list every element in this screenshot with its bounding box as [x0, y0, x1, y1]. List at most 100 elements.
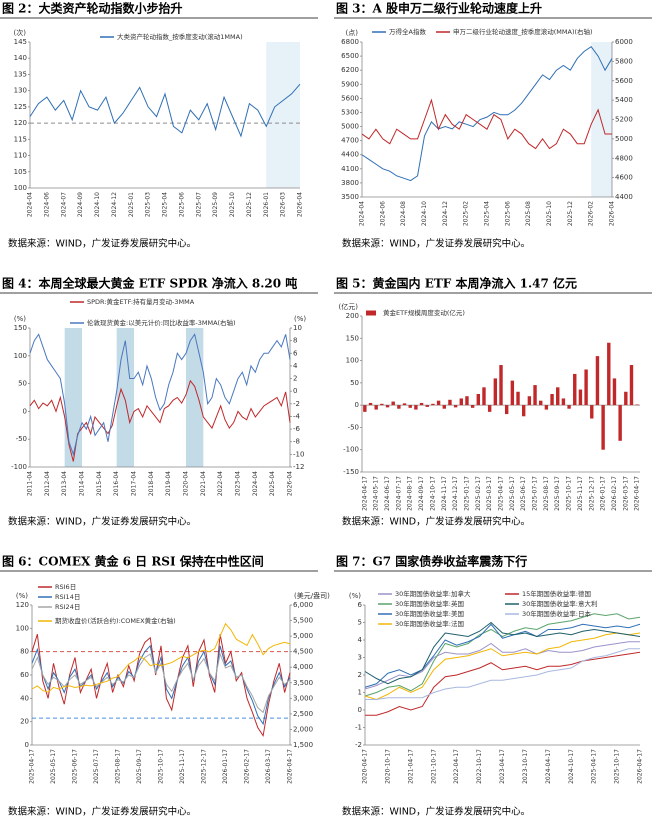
- x-tick-label: 2025-06: [178, 192, 185, 217]
- x-tick-label: 2025-04: [162, 192, 169, 217]
- tick-label: -100: [11, 463, 27, 471]
- bar: [516, 391, 520, 406]
- series-line: [365, 648, 640, 700]
- x-tick-label: 2022-04-17: [453, 749, 460, 784]
- bar: [539, 400, 543, 406]
- legend-label: 伦敦现货黄金:以美元计价:同比收益率-3MMA(右轴): [87, 318, 236, 327]
- y-axis-label: (点): [346, 29, 359, 37]
- tick-label: 6,000: [293, 601, 313, 609]
- tick-label: 2: [293, 375, 297, 383]
- x-tick-label: 2025-10-17: [614, 749, 621, 784]
- x-tick-label: 2021-10-17: [430, 749, 437, 784]
- y2-axis-label: (%): [294, 315, 306, 323]
- tick-label: 6000: [615, 38, 633, 46]
- x-tick-label: 2025-07: [195, 192, 202, 217]
- chart-title: 图 4：本周全球最大黄金 ETF SPDR 净流入 8.20 吨: [2, 276, 297, 291]
- tick-label: 0: [355, 401, 359, 409]
- series-line: [29, 83, 301, 138]
- tick-label: 1: [358, 689, 362, 697]
- legend-label: RSI6日: [55, 583, 76, 591]
- x-tick-label: 2025-11-17: [577, 476, 584, 511]
- legend-label: 30年期国债收益率:意大利: [522, 599, 597, 608]
- tick-label: 3,500: [293, 679, 313, 687]
- bar: [419, 402, 424, 406]
- legend-label: 大类资产轮动指数_按季度变动(滚动1MMA): [117, 32, 243, 41]
- series-line: [364, 641, 640, 690]
- x-tick-label: 2025-04-17: [498, 476, 505, 511]
- bar: [612, 378, 617, 406]
- x-tick-label: 2021-04: [200, 471, 207, 496]
- tick-label: 3500: [341, 193, 359, 201]
- tick-label: 5000: [615, 135, 633, 143]
- tick-label: 4: [293, 362, 298, 370]
- tick-label: 4700: [341, 137, 359, 145]
- tick-label: -12: [293, 463, 304, 471]
- legend-label: RSI24日: [55, 603, 80, 611]
- bar: [470, 405, 475, 408]
- bar: [544, 405, 549, 410]
- bar: [573, 373, 577, 406]
- tick-label: 0: [25, 741, 29, 749]
- x-tick-label: 2025-04: [484, 201, 491, 226]
- tick-label: 4,000: [293, 663, 313, 671]
- tick-label: -6: [293, 425, 301, 433]
- chart-title: 图 3：A 股申万二级行业轮动速度上升: [336, 1, 542, 16]
- x-tick-label: 2011-04: [27, 471, 34, 496]
- x-tick-label: 2024-11-17: [441, 476, 448, 511]
- x-tick-label: 2026-04-17: [634, 476, 641, 511]
- tick-label: 10: [293, 324, 302, 332]
- chart-title: 图 6：COMEX 黄金 6 日 RSI 保持在中性区间: [2, 554, 264, 569]
- x-tick-label: 2024-09-17: [418, 476, 425, 511]
- tick-label: 4: [358, 636, 363, 644]
- x-tick-label: 2025-08-17: [115, 749, 122, 784]
- bar: [595, 356, 600, 406]
- chart-title: 图 2：大类资产轮动指数小步抬升: [2, 1, 183, 16]
- tick-label: 105: [14, 168, 27, 176]
- bar: [533, 385, 537, 406]
- bar: [561, 398, 566, 406]
- x-tick-label: 2024-08-17: [407, 476, 414, 511]
- legend-label: 30年期国债收益率:日本: [522, 609, 591, 618]
- bar: [431, 403, 435, 406]
- bar: [385, 405, 390, 408]
- x-tick-label: 2024-04: [27, 192, 34, 217]
- x-tick-label: 2026-02: [588, 201, 595, 226]
- tick-label: 150: [14, 324, 27, 332]
- x-tick-label: 2026-03-17: [622, 476, 629, 511]
- legend-label: 30年期国债收益率:美国: [395, 609, 464, 618]
- legend-label: 黄金ETF规模周度变动(亿元): [383, 308, 465, 317]
- x-tick-label: 2013-04: [61, 471, 68, 496]
- highlight-band: [591, 42, 612, 197]
- series-line: [29, 333, 291, 457]
- x-tick-label: 2025-12-17: [201, 749, 208, 784]
- series-line: [29, 379, 291, 462]
- tick-label: 6: [358, 601, 363, 609]
- series-line: [364, 623, 641, 688]
- bar: [459, 398, 463, 406]
- legend-swatch: [366, 310, 376, 316]
- tick-label: 3,000: [293, 694, 313, 702]
- x-tick-label: 2026-04-17: [637, 749, 644, 784]
- bar: [408, 405, 412, 408]
- x-tick-label: 2026-02-17: [244, 749, 251, 784]
- x-tick-label: 2024-05-17: [373, 476, 380, 511]
- tick-label: 2: [358, 671, 362, 679]
- tick-label: 5300: [341, 108, 359, 116]
- tick-label: 100: [14, 352, 27, 360]
- bar: [374, 405, 378, 410]
- legend-label: 万得全A指数: [389, 27, 426, 36]
- legend-label: 申万二级行业轮动速度_按季度滚动(MMA)(右轴): [453, 27, 593, 36]
- x-tick-label: 2022-04: [217, 471, 224, 496]
- x-tick-label: 2025-04: [269, 471, 276, 496]
- x-tick-label: 2025-05-17: [50, 749, 57, 784]
- bar: [402, 403, 407, 406]
- x-tick-label: 2025-10: [229, 192, 236, 217]
- x-tick-label: 2025-05-17: [509, 476, 516, 511]
- series-line: [364, 632, 641, 701]
- x-tick-label: 2025-01-17: [463, 476, 470, 511]
- source-note: 数据来源：WIND，广发证券发展研究中心。: [342, 806, 530, 818]
- x-tick-label: 2025-06: [504, 201, 511, 226]
- tick-label: -2: [355, 741, 362, 749]
- tick-label: -2: [293, 400, 300, 408]
- x-tick-label: 2026-01-17: [222, 749, 229, 784]
